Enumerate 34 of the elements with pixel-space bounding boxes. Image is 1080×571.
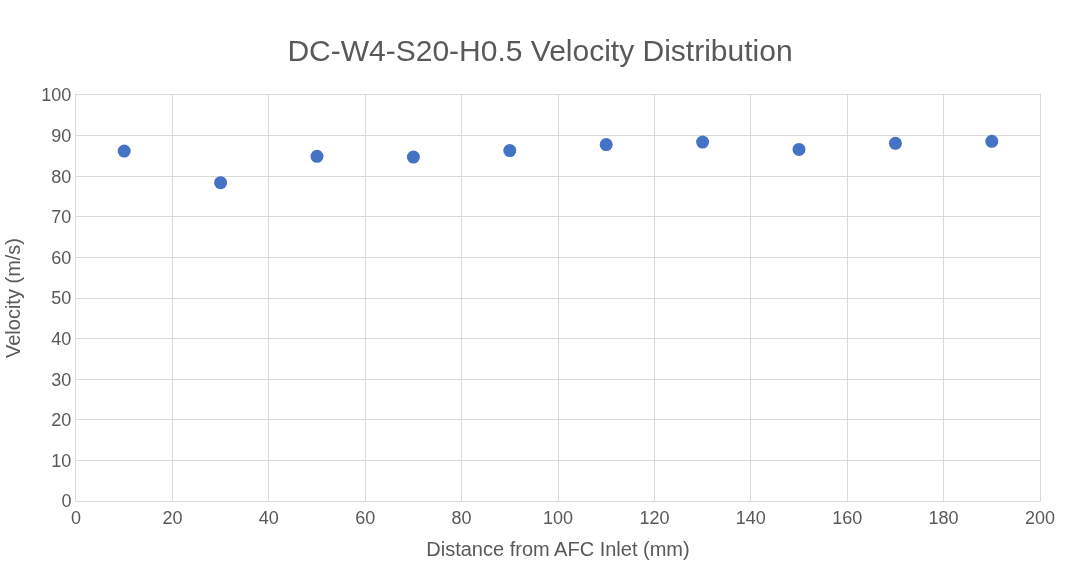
x-tick-label: 120 (639, 507, 670, 528)
y-axis-title: Velocity (m/s) (1, 237, 24, 359)
y-tick-label: 70 (51, 207, 72, 228)
point (214, 176, 228, 190)
x-tick-label: 40 (258, 507, 279, 528)
y-tick-label: 40 (51, 328, 72, 349)
x-tick-label: 200 (1024, 507, 1056, 528)
x-tick-label: 140 (735, 507, 766, 528)
x-tick-label: 100 (542, 507, 574, 528)
point (696, 135, 710, 149)
y-tick-label: 90 (51, 125, 72, 146)
y-tick-label: 80 (51, 166, 72, 187)
x-tick-label: 60 (355, 507, 376, 528)
point (117, 144, 131, 158)
y-tick-label: 0 (61, 491, 72, 512)
point (888, 136, 902, 150)
point (503, 144, 517, 158)
point (406, 150, 420, 164)
point (792, 142, 806, 156)
y-tick-label: 20 (51, 410, 72, 431)
point (599, 138, 613, 152)
chart-title: DC-W4-S20-H0.5 Velocity Distribution (287, 33, 793, 67)
point (985, 134, 999, 148)
x-tick-label: 20 (162, 507, 183, 528)
y-tick-label: 60 (51, 247, 72, 268)
y-tick-label: 30 (51, 369, 72, 390)
x-tick-label: 180 (928, 507, 959, 528)
y-tick-label: 10 (51, 450, 72, 471)
point (310, 149, 324, 163)
y-tick-label: 100 (41, 85, 72, 106)
x-tick-label: 160 (832, 507, 863, 528)
x-axis-title: Distance from AFC Inlet (mm) (426, 538, 690, 561)
y-tick-label: 50 (51, 288, 72, 309)
x-tick-label: 80 (451, 507, 472, 528)
